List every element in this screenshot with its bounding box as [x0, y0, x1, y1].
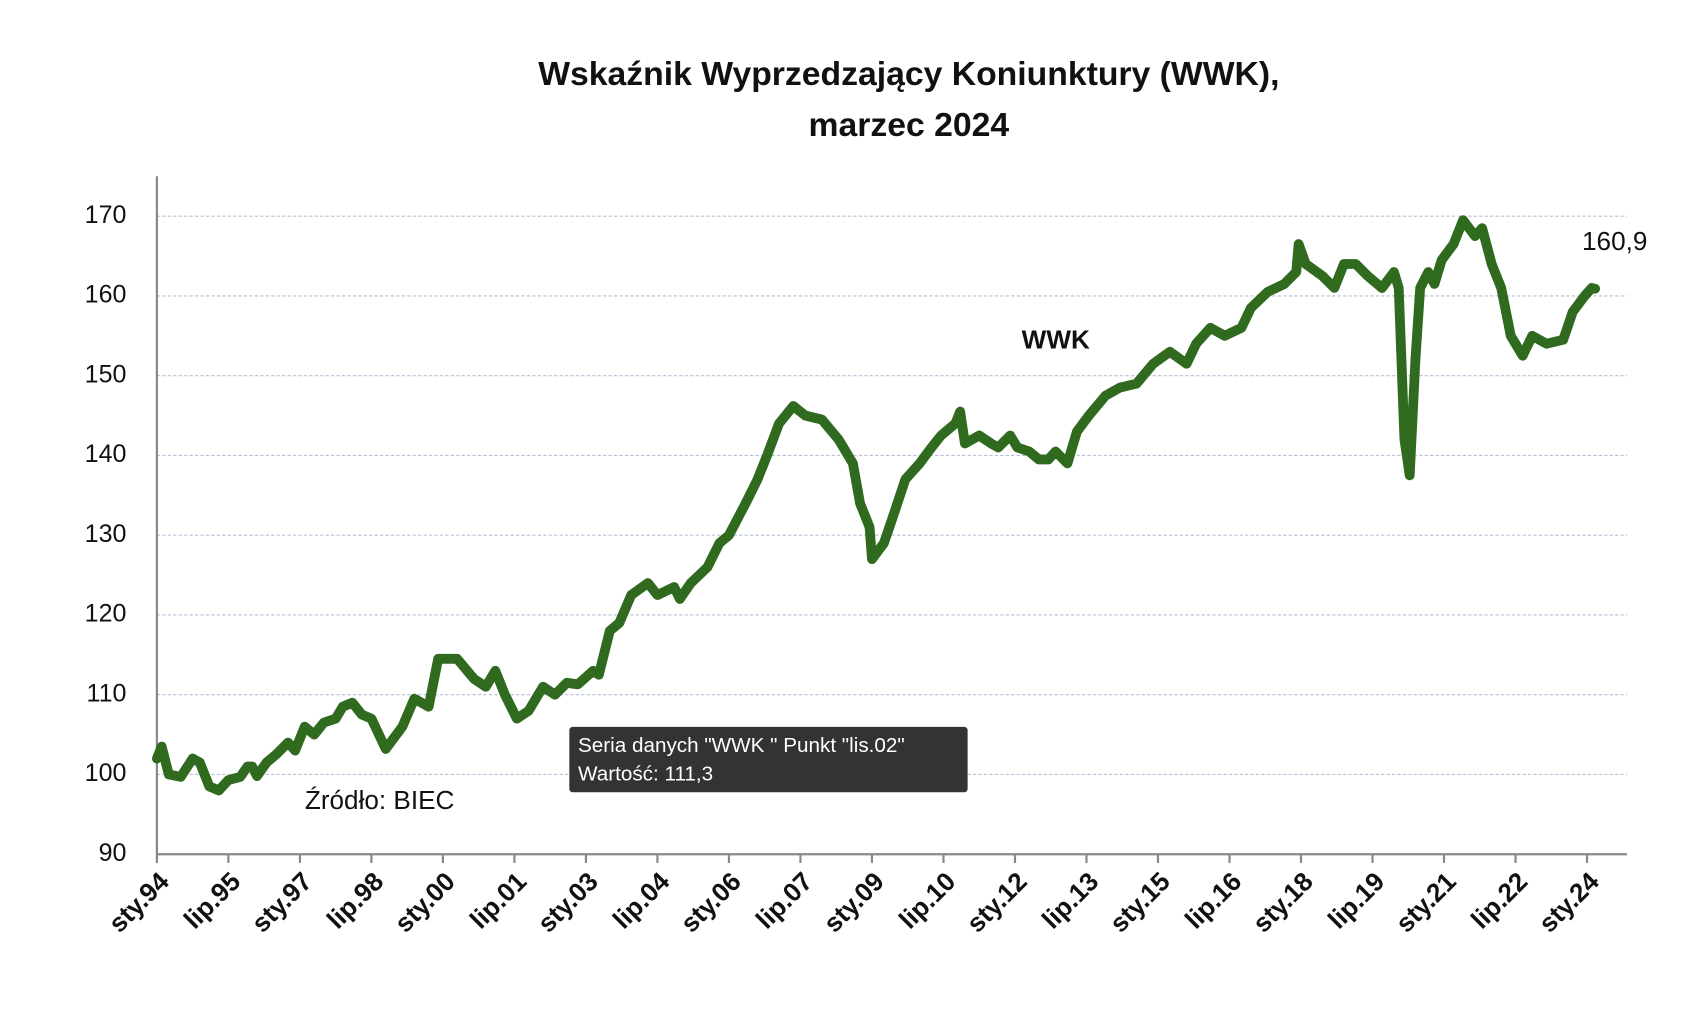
x-tick-label: lip.19 [1322, 866, 1390, 934]
x-tick-label: sty.21 [1390, 866, 1462, 938]
y-tick-label: 140 [85, 440, 127, 468]
x-tick-label: lip.10 [893, 866, 961, 934]
x-tick-label: sty.06 [675, 866, 747, 938]
x-tick-label: lip.01 [464, 866, 532, 934]
x-tick-label: sty.24 [1533, 866, 1606, 939]
y-tick-label: 90 [99, 839, 127, 867]
x-tick-label: lip.22 [1465, 866, 1533, 934]
y-tick-label: 100 [85, 759, 127, 787]
x-tick-label: lip.98 [321, 866, 389, 934]
x-tick-label: sty.15 [1104, 866, 1176, 938]
x-tick-label: lip.07 [750, 866, 818, 934]
x-tick-label: sty.97 [246, 866, 318, 938]
chart-title: Wskaźnik Wyprzedzający Koniunktury (WWK)… [538, 55, 1279, 93]
x-tick-label: lip.95 [178, 866, 246, 934]
x-tick-label: lip.16 [1179, 866, 1247, 934]
tooltip-text: Seria danych "WWK " Punkt "lis.02" [578, 734, 905, 757]
x-tick-label: sty.03 [532, 866, 604, 938]
x-tick-label: lip.04 [607, 866, 676, 935]
data-label: 160,9 [1582, 226, 1647, 256]
data-line [152, 215, 1601, 796]
y-tick-label: 170 [85, 201, 127, 229]
tooltip-text: Wartość: 111,3 [578, 762, 713, 785]
tooltip-box [569, 726, 968, 793]
x-tick-label: sty.00 [389, 866, 461, 938]
x-tick-label: lip.13 [1036, 866, 1104, 934]
source-note: Źródło: BIEC [305, 785, 454, 815]
x-tick-label: sty.09 [818, 866, 890, 938]
x-tick-label: sty.12 [961, 866, 1033, 938]
y-tick-label: 150 [85, 360, 127, 388]
chart-title: marzec 2024 [809, 106, 1010, 144]
y-tick-label: 110 [87, 679, 127, 707]
y-tick-label: 160 [85, 281, 127, 309]
y-tick-label: 120 [85, 600, 127, 628]
series-label: WWK [1022, 325, 1090, 355]
y-tick-label: 130 [85, 520, 127, 548]
x-tick-label: sty.18 [1247, 866, 1319, 938]
x-tick-label: sty.94 [103, 866, 176, 939]
